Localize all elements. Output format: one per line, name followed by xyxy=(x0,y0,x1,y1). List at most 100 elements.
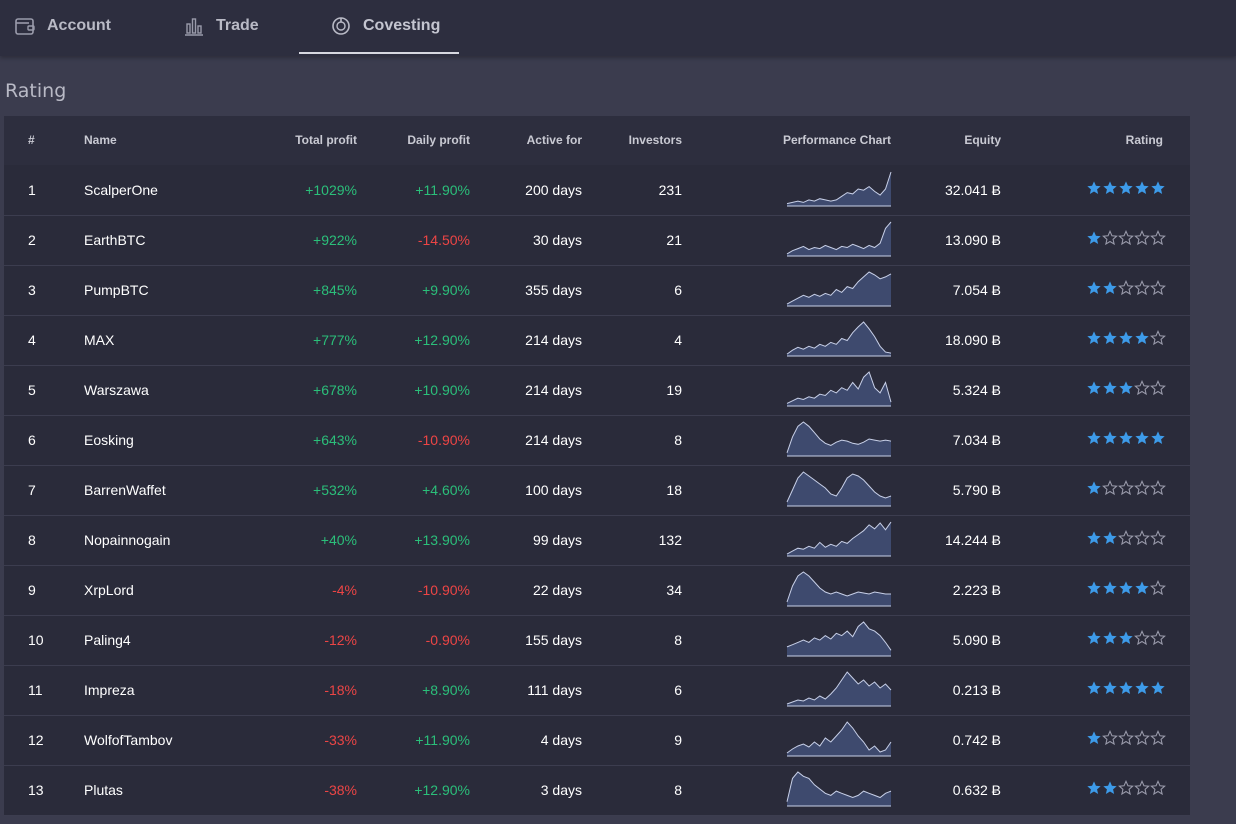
daily-profit-cell: -0.90% xyxy=(425,632,470,648)
star-filled-icon xyxy=(1119,681,1133,694)
table-row[interactable]: 12 WolfofTambov -33% +11.90% 4 days 9 0.742 Ƀ xyxy=(4,715,1190,766)
star-rating xyxy=(1086,730,1166,746)
performance-sparkline xyxy=(786,221,892,257)
sparkline-area xyxy=(787,372,891,406)
tab-account[interactable]: Account xyxy=(13,0,111,52)
star-filled-icon xyxy=(1087,181,1101,194)
investors-cell: 19 xyxy=(666,382,682,398)
table-row[interactable]: 13 Plutas -38% +12.90% 3 days 8 0.632 Ƀ xyxy=(4,765,1190,816)
tab-trade[interactable]: Trade xyxy=(182,0,259,52)
equity-cell: 7.034 Ƀ xyxy=(952,432,1001,448)
star-empty-icon xyxy=(1102,480,1118,496)
trader-name[interactable]: Plutas xyxy=(84,782,123,798)
total-profit-cell: -4% xyxy=(332,582,357,598)
star-filled-icon xyxy=(1087,681,1101,694)
table-row[interactable]: 3 PumpBTC +845% +9.90% 355 days 6 7.054 Ƀ xyxy=(4,265,1190,316)
performance-sparkline xyxy=(786,271,892,307)
trader-name[interactable]: WolfofTambov xyxy=(84,732,173,748)
equity-cell: 0.742 Ƀ xyxy=(952,732,1001,748)
star-filled-icon xyxy=(1087,431,1101,444)
table-row[interactable]: 1 ScalperOne +1029% +11.90% 200 days 231 32.04… xyxy=(4,165,1190,216)
total-profit-cell: +532% xyxy=(313,482,357,498)
trader-name[interactable]: Nopainnogain xyxy=(84,532,171,548)
total-profit-cell: -38% xyxy=(324,782,357,798)
investors-cell: 8 xyxy=(674,632,682,648)
table-row[interactable]: 9 XrpLord -4% -10.90% 22 days 34 2.223 Ƀ xyxy=(4,565,1190,616)
col-active-for[interactable]: Active for xyxy=(526,133,582,147)
table-row[interactable]: 6 Eosking +643% -10.90% 214 days 8 7.034 Ƀ xyxy=(4,415,1190,466)
rank-cell: 9 xyxy=(28,582,36,598)
sparkline-line xyxy=(786,171,892,205)
trader-name[interactable]: BarrenWaffet xyxy=(84,482,166,498)
sparkline-line xyxy=(786,521,892,555)
star-empty-icon xyxy=(1150,630,1166,646)
table-row[interactable]: 11 Impreza -18% +8.90% 111 days 6 0.213 Ƀ xyxy=(4,665,1190,716)
table-row[interactable]: 5 Warszawa +678% +10.90% 214 days 19 5.324 Ƀ xyxy=(4,365,1190,416)
star-empty-icon xyxy=(1150,280,1166,296)
sparkline-area xyxy=(787,272,891,306)
trader-name[interactable]: EarthBTC xyxy=(84,232,146,248)
active-for-cell: 155 days xyxy=(525,632,582,648)
trader-name[interactable]: Eosking xyxy=(84,432,134,448)
star-rating xyxy=(1086,780,1166,796)
col-rank[interactable]: # xyxy=(28,133,35,147)
table-row[interactable]: 2 EarthBTC +922% -14.50% 30 days 21 13.090 Ƀ xyxy=(4,215,1190,266)
sparkline-area xyxy=(787,572,891,606)
star-filled-icon xyxy=(1119,331,1133,344)
tab-covesting[interactable]: Covesting xyxy=(329,0,440,52)
star-empty-icon xyxy=(1134,480,1150,496)
star-empty-icon xyxy=(1150,530,1166,546)
trader-name[interactable]: Warszawa xyxy=(84,382,149,398)
active-for-cell: 214 days xyxy=(525,432,582,448)
trader-name[interactable]: MAX xyxy=(84,332,115,348)
table-row[interactable]: 7 BarrenWaffet +532% +4.60% 100 days 18 5.790 … xyxy=(4,465,1190,516)
col-daily-profit[interactable]: Daily profit xyxy=(407,133,470,147)
active-for-cell: 22 days xyxy=(532,582,582,598)
sparkline-line xyxy=(786,471,892,503)
table-row[interactable]: 10 Paling4 -12% -0.90% 155 days 8 5.090 Ƀ xyxy=(4,615,1190,666)
star-filled-icon xyxy=(1103,581,1117,594)
rank-cell: 12 xyxy=(28,732,44,748)
col-rating[interactable]: Rating xyxy=(1125,133,1163,147)
star-filled-icon xyxy=(1103,631,1117,644)
col-total-profit[interactable]: Total profit xyxy=(295,133,357,147)
trader-name[interactable]: PumpBTC xyxy=(84,282,149,298)
investors-cell: 18 xyxy=(666,482,682,498)
col-investors[interactable]: Investors xyxy=(628,133,682,147)
col-name[interactable]: Name xyxy=(84,133,117,147)
performance-sparkline xyxy=(786,321,892,357)
trader-name[interactable]: Impreza xyxy=(84,682,135,698)
performance-sparkline xyxy=(786,371,892,407)
active-for-cell: 3 days xyxy=(540,782,582,798)
trader-name[interactable]: XrpLord xyxy=(84,582,134,598)
star-empty-icon xyxy=(1118,280,1134,296)
star-empty-icon xyxy=(1134,380,1150,396)
sparkline-area xyxy=(787,622,891,656)
star-filled-icon xyxy=(1087,531,1101,544)
star-empty-icon xyxy=(1134,280,1150,296)
performance-sparkline xyxy=(786,471,892,507)
table-header: # Name Total profit Daily profit Active … xyxy=(4,116,1190,165)
active-for-cell: 214 days xyxy=(525,382,582,398)
trader-name[interactable]: ScalperOne xyxy=(84,182,158,198)
col-equity[interactable]: Equity xyxy=(964,133,1001,147)
star-filled-icon xyxy=(1103,681,1117,694)
star-empty-icon xyxy=(1134,780,1150,796)
sparkline-area xyxy=(787,672,891,706)
investors-cell: 6 xyxy=(674,682,682,698)
star-empty-icon xyxy=(1118,730,1134,746)
daily-profit-cell: +12.90% xyxy=(414,332,470,348)
equity-cell: 14.244 Ƀ xyxy=(944,532,1001,548)
star-filled-icon xyxy=(1087,481,1101,494)
trader-name[interactable]: Paling4 xyxy=(84,632,131,648)
star-rating xyxy=(1086,230,1166,246)
total-profit-cell: +922% xyxy=(313,232,357,248)
star-rating xyxy=(1086,530,1166,546)
table-row[interactable]: 4 MAX +777% +12.90% 214 days 4 18.090 Ƀ xyxy=(4,315,1190,366)
star-filled-icon xyxy=(1103,181,1117,194)
star-filled-icon xyxy=(1119,381,1133,394)
star-empty-icon xyxy=(1134,630,1150,646)
table-row[interactable]: 8 Nopainnogain +40% +13.90% 99 days 132 14.244… xyxy=(4,515,1190,566)
daily-profit-cell: +11.90% xyxy=(415,182,470,198)
daily-profit-cell: -10.90% xyxy=(417,432,470,448)
